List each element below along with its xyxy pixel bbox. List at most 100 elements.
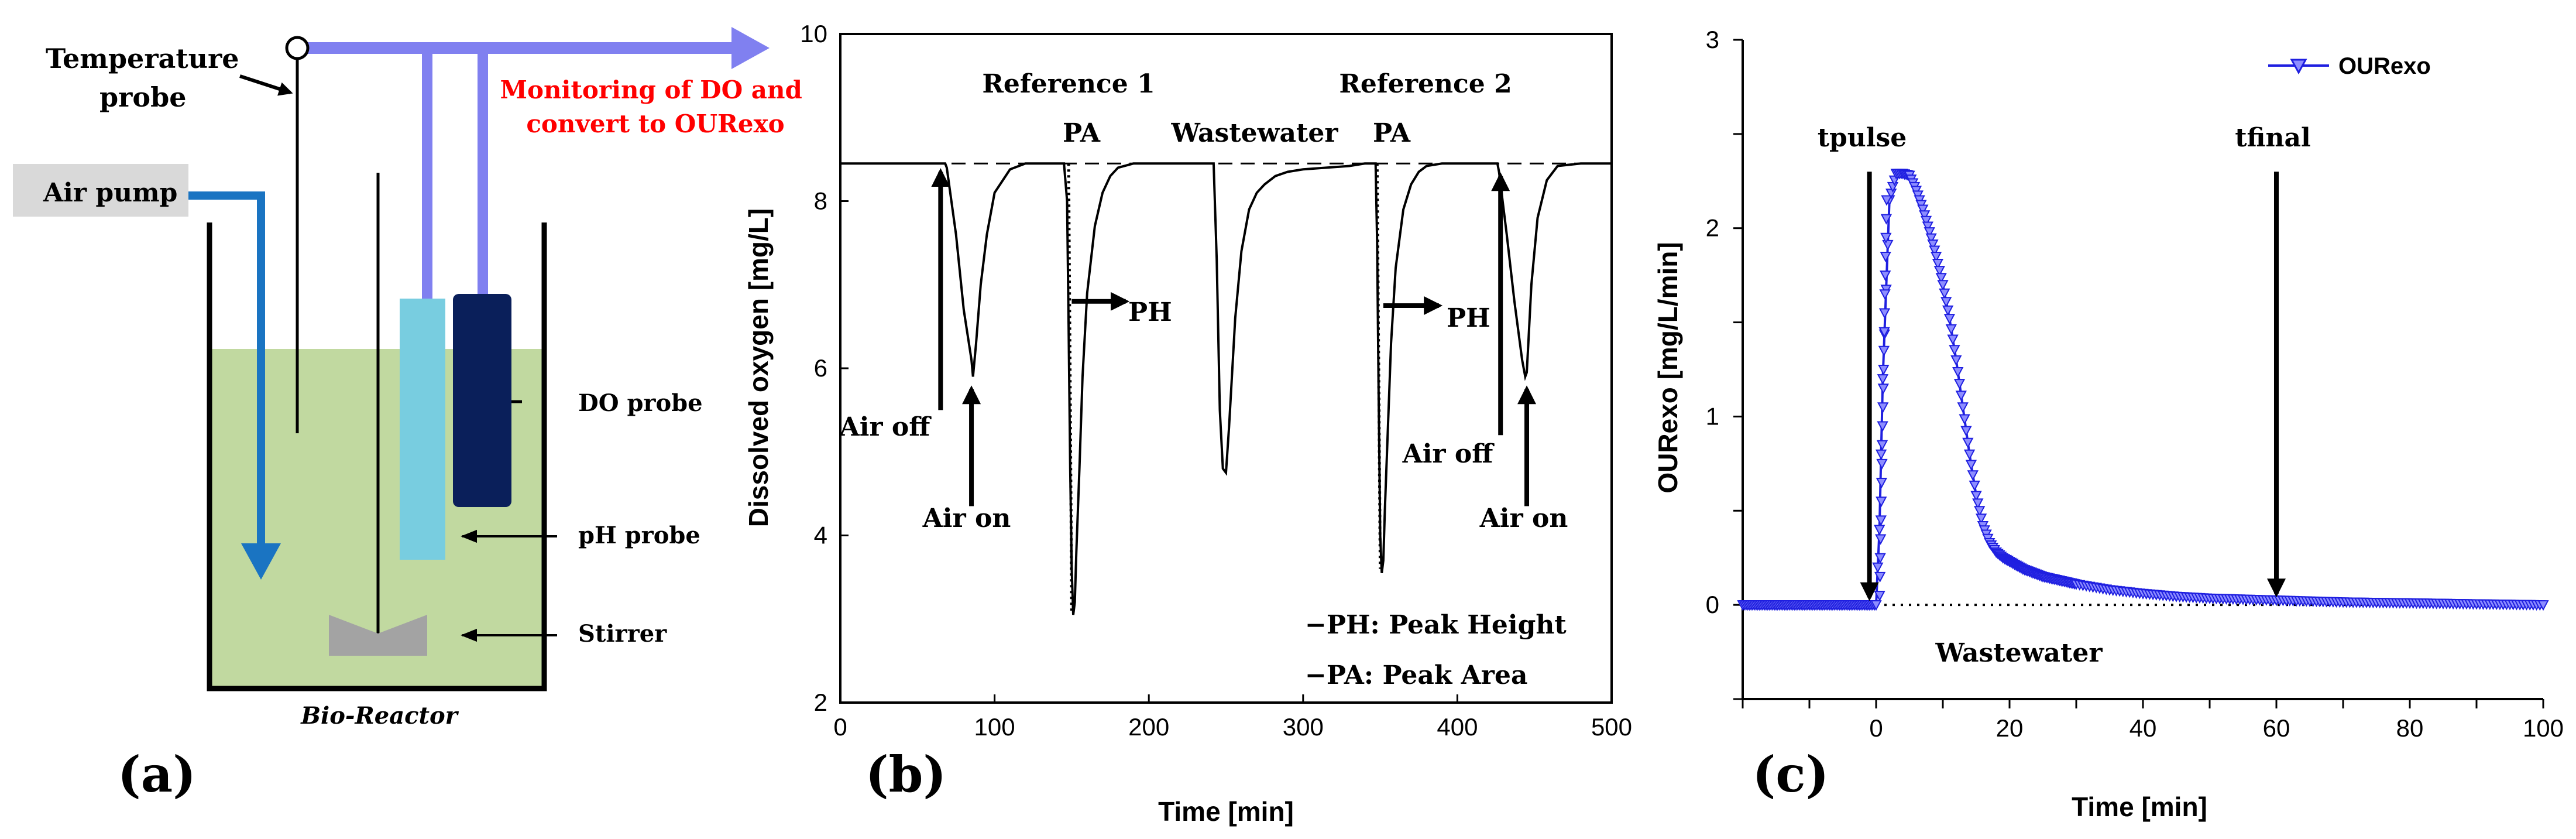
do-probe-label: DO probe [578,389,703,417]
temperature-probe-head [285,36,310,60]
data-point [1872,562,1884,573]
legend-ph: −PH: Peak Height [1305,610,1567,640]
data-point [1877,421,1888,432]
annotation-wastewater-c: Wastewater [1935,638,2103,668]
data-point [1878,327,1890,338]
data-point [1937,280,1949,291]
do-probe [453,294,511,507]
stirrer-blade [329,615,427,656]
chart-b-series-do [840,162,1612,615]
annotation-pa-2: PA [1373,118,1411,148]
data-point [1957,402,1969,413]
chart-c-markers [1737,169,2549,611]
data-point [1874,553,1886,564]
data-point [1967,470,1979,481]
air-pump-label: Air pump [43,178,177,208]
temperature-probe-label: Temperature probe [46,43,249,113]
temperature-pointer [239,74,293,96]
annotation-reference-2: Reference 2 [1339,69,1512,99]
data-point [1969,480,1980,492]
panel-c-label: (c) [1753,745,1829,803]
data-point [1878,308,1891,319]
monitoring-label: Monitoring of DO and convert to OURexo [500,76,810,138]
data-point [1974,506,1986,517]
temperature-probe-line1: Temperature [46,43,239,74]
data-point [1972,498,1984,509]
panel-a-label: (a) [118,745,196,803]
data-point [1876,440,1888,451]
annotation-reference-1: Reference 1 [982,69,1155,99]
data-point [1880,252,1891,263]
data-point [1940,297,1952,308]
data-point [1875,534,1887,545]
legend-ourexo-marker [2290,59,2307,75]
annotation-tfinal: tfinal [2235,123,2311,153]
chart-b-ticks: 0 100 200 300 400 500 2 4 6 8 10 [800,20,1632,741]
data-point [1929,245,1940,256]
annotation-air-on-2: Air on [1479,504,1568,533]
data-point [1927,239,1939,251]
data-point [1955,391,1967,402]
data-point [1962,437,1974,448]
y-tick-label: 0 [1706,591,1719,618]
annotation-tpulse: tpulse [1818,123,1907,153]
chart-c-ylabel: OURexo [mg/L/min] [1653,242,1683,493]
chart-c-arrows [1860,172,2286,601]
x-tick-label: 200 [1128,713,1169,741]
data-point [1875,515,1887,526]
y-tick-label: 2 [1706,214,1719,242]
x-tick-label: 300 [1283,713,1324,741]
chart-c-series-ourexo [1743,172,2544,607]
data-point [1939,288,1950,299]
data-point [1935,273,1947,284]
reactor-wall [207,222,547,691]
data-point [1920,215,1932,227]
x-tick-label: 60 [2263,714,2290,742]
data-point [1970,491,1982,502]
data-point [2537,600,2549,611]
temperature-probe-line2: probe [99,81,187,113]
data-point [1880,270,1891,282]
data-point [1874,525,1885,536]
y-tick-label: 10 [800,20,827,47]
x-tick-label: 0 [1869,714,1883,742]
data-point [1942,305,1954,316]
x-tick-label: 0 [833,713,847,741]
annotation-air-off-2: Air off [1402,439,1495,469]
panel-a: Temperature probe Air pump Monitoring of… [13,27,810,803]
data-point [1874,571,1886,583]
panel-c: 0 20 40 60 80 100 0 1 2 3 OURexo tpulse tfinal Wa… [1653,26,2564,822]
reactor-label: Bio-Reactor [300,702,459,730]
annotation-air-off-1: Air off [839,412,932,442]
data-point [1880,232,1892,244]
data-point [1875,449,1887,460]
annotation-ph-2: PH [1447,303,1490,333]
data-point [1930,252,1942,263]
air-pump-box [13,164,188,217]
data-point [1924,227,1935,238]
data-point [1953,379,1966,390]
y-tick-label: 2 [814,689,827,716]
stirrer-label: Stirrer [578,620,667,648]
y-tick-label: 3 [1706,26,1719,53]
data-point [1959,414,1970,425]
y-tick-label: 6 [814,354,827,382]
data-point [1947,334,1959,345]
data-point [1917,204,1929,215]
annotation-ph-1: PH [1128,297,1172,327]
x-tick-label: 500 [1591,713,1632,741]
data-point [1975,513,1987,525]
data-point [1877,374,1889,385]
data-point [1922,221,1933,232]
data-point [1965,460,1977,471]
data-point [1876,458,1888,470]
y-tick-label: 1 [1706,402,1719,430]
data-point [1943,314,1956,325]
air-arrowhead [241,543,281,580]
data-point [1960,426,1972,437]
data-point [1880,214,1892,225]
y-tick-label: 8 [814,187,827,215]
panel-b-label: (b) [865,745,946,803]
ph-probe [400,299,445,560]
